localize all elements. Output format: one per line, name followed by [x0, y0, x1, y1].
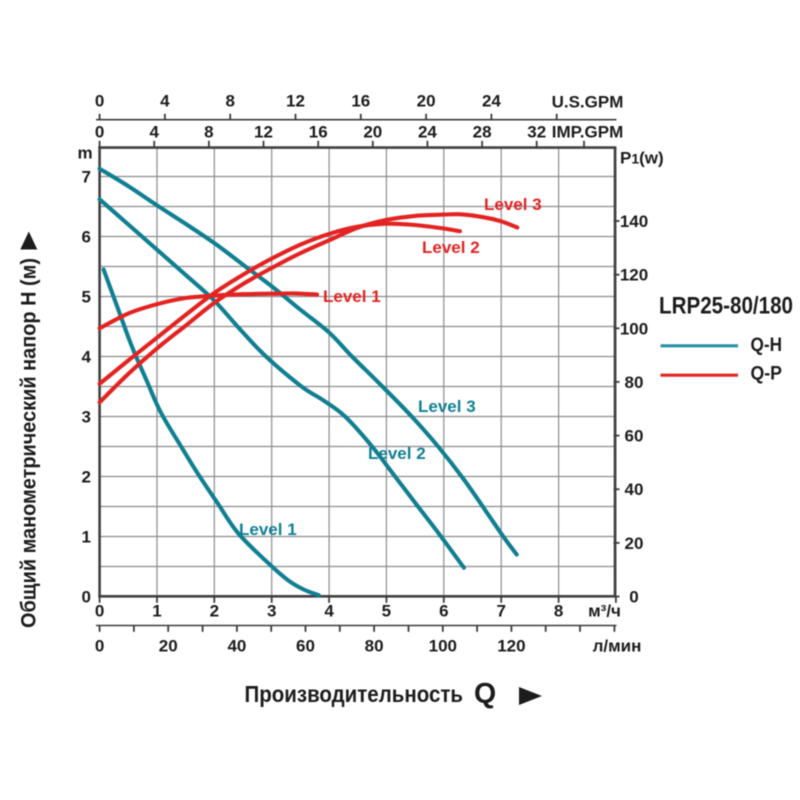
svg-text:140: 140	[620, 212, 648, 231]
svg-text:Level 1: Level 1	[239, 520, 297, 539]
svg-text:100: 100	[620, 319, 648, 338]
svg-text:6: 6	[439, 602, 448, 621]
svg-text:16: 16	[309, 123, 328, 142]
svg-text:m: m	[77, 144, 92, 163]
svg-text:0: 0	[95, 92, 104, 111]
svg-text:16: 16	[351, 92, 370, 111]
svg-text:Q-H: Q-H	[751, 334, 783, 356]
svg-text:3: 3	[82, 408, 91, 427]
svg-text:8: 8	[225, 92, 234, 111]
svg-text:60: 60	[625, 427, 644, 446]
svg-text:2: 2	[210, 602, 219, 621]
svg-text:4: 4	[160, 92, 170, 111]
svg-text:12: 12	[286, 92, 305, 111]
svg-text:0: 0	[629, 588, 638, 607]
svg-text:Level 2: Level 2	[422, 238, 480, 257]
svg-text:20: 20	[625, 534, 644, 553]
svg-text:Level 3: Level 3	[418, 397, 476, 416]
svg-text:0: 0	[95, 637, 104, 656]
svg-text:Общий манометрический напор Н: Общий манометрический напор Н (м)	[18, 258, 41, 628]
svg-text:2: 2	[82, 468, 91, 487]
svg-text:Производительность: Производительность	[245, 681, 464, 707]
svg-text:0: 0	[95, 602, 104, 621]
svg-text:Q-P: Q-P	[751, 363, 783, 385]
svg-text:м³/ч: м³/ч	[588, 602, 621, 621]
svg-text:80: 80	[625, 373, 644, 392]
svg-text:40: 40	[227, 637, 246, 656]
svg-text:5: 5	[82, 288, 91, 307]
svg-text:120: 120	[620, 266, 648, 285]
svg-text:Level 3: Level 3	[484, 195, 542, 214]
svg-text:Level 2: Level 2	[368, 444, 426, 463]
svg-text:1: 1	[152, 602, 161, 621]
svg-text:4: 4	[82, 348, 92, 367]
svg-text:7: 7	[496, 602, 505, 621]
svg-text:20: 20	[417, 92, 436, 111]
svg-text:40: 40	[625, 480, 644, 499]
svg-text:6: 6	[82, 228, 91, 247]
svg-text:20: 20	[363, 123, 382, 142]
svg-text:0: 0	[82, 588, 91, 607]
svg-text:4: 4	[149, 123, 159, 142]
svg-text:8: 8	[204, 123, 213, 142]
svg-text:IMP.GPM: IMP.GPM	[552, 123, 623, 142]
svg-text:28: 28	[473, 123, 492, 142]
svg-text:80: 80	[365, 637, 384, 656]
svg-text:20: 20	[159, 637, 178, 656]
svg-text:LRP25-80/180: LRP25-80/180	[659, 293, 793, 320]
svg-text:Level 1: Level 1	[323, 287, 381, 306]
svg-text:32: 32	[527, 123, 546, 142]
svg-text:P1(w): P1(w)	[620, 149, 664, 168]
svg-text:60: 60	[296, 637, 315, 656]
svg-text:120: 120	[497, 637, 525, 656]
svg-text:3: 3	[267, 602, 276, 621]
svg-text:U.S.GPM: U.S.GPM	[552, 93, 624, 112]
svg-text:24: 24	[418, 123, 437, 142]
svg-text:4: 4	[324, 602, 334, 621]
svg-text:8: 8	[554, 602, 563, 621]
svg-text:Q: Q	[474, 678, 496, 710]
svg-text:л/мин: л/мин	[593, 637, 642, 656]
svg-text:1: 1	[82, 528, 91, 547]
svg-text:100: 100	[429, 637, 457, 656]
svg-text:24: 24	[482, 92, 501, 111]
svg-text:7: 7	[82, 168, 91, 187]
svg-text:5: 5	[382, 602, 391, 621]
svg-text:0: 0	[95, 123, 104, 142]
svg-text:12: 12	[254, 123, 273, 142]
